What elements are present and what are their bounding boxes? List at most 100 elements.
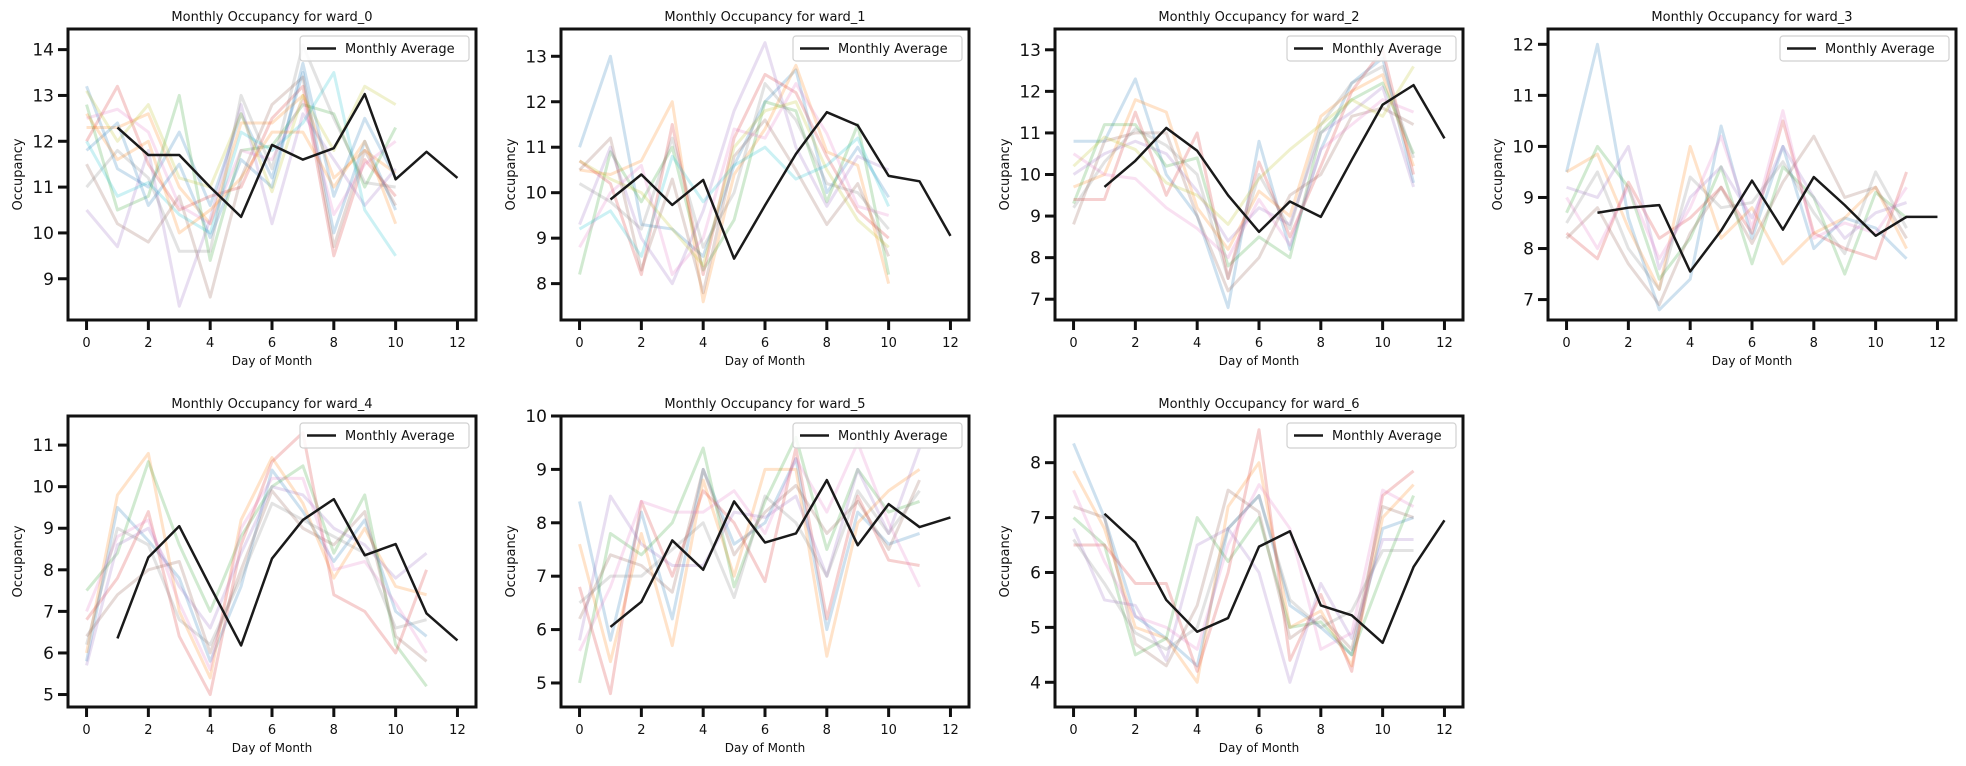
trace-line: [1565, 109, 1908, 261]
legend-label: Monthly Average: [345, 42, 455, 57]
legend-box: [1286, 422, 1457, 449]
trace-line: [85, 451, 427, 680]
y-tick-label: 9: [536, 229, 547, 249]
subplot-ward-5: Monthly Occupancy for ward_5 0 2 4 6 8 10 12 5 6 7…: [504, 397, 971, 755]
y-tick-label: 9: [536, 460, 547, 480]
trace-line: [85, 468, 428, 663]
x-tick-label: 8: [330, 723, 338, 738]
x-tick-label: 6: [761, 723, 769, 738]
subplot-ward-3: Monthly Occupancy for ward_3 0 2 4 6 8 10 12 7 8 9…: [1491, 10, 1958, 368]
trace-line: [578, 446, 920, 696]
y-tick-label: 9: [43, 270, 54, 290]
x-tick-label: 6: [1255, 336, 1263, 351]
trace-line: [578, 72, 890, 277]
x-tick-label: 0: [1069, 723, 1077, 738]
trace-line: [578, 467, 921, 620]
legend-label: Monthly Average: [1332, 42, 1442, 57]
x-tick-label: 0: [575, 723, 583, 738]
x-axis-label: Day of Month: [725, 354, 806, 368]
x-tick-label: 12: [1436, 336, 1453, 351]
x-tick-label: 8: [823, 723, 831, 738]
x-tick-label: 12: [1929, 336, 1946, 351]
x-tick-label: 10: [1867, 336, 1884, 351]
traces-group: [1565, 42, 1938, 312]
average-line: [1597, 175, 1938, 273]
trace-line: [578, 82, 890, 277]
legend: Monthly Average: [792, 35, 963, 62]
trace-line: [1072, 85, 1415, 243]
x-tick-label: 6: [268, 723, 276, 738]
trace-line: [1072, 64, 1415, 280]
y-tick-label: 13: [1019, 41, 1041, 61]
y-tick-label: 5: [43, 686, 54, 706]
legend: Monthly Average: [1286, 35, 1457, 62]
trace-line: [578, 100, 891, 275]
trace-line: [1072, 494, 1414, 651]
traces-group: [578, 435, 951, 696]
y-tick-label: 10: [525, 407, 547, 427]
y-tick-label: 11: [1512, 86, 1534, 106]
x-tick-label: 6: [1748, 336, 1756, 351]
trace-line: [85, 103, 397, 308]
x-tick-label: 10: [1374, 723, 1391, 738]
y-tick-label: 13: [32, 86, 54, 106]
y-tick-label: 4: [1030, 673, 1041, 693]
subplot-ward-2: Monthly Occupancy for ward_2 0 2 4 6 8 10 12 7 8 9…: [998, 10, 1465, 368]
trace-line: [1073, 48, 1416, 280]
trace-line: [578, 100, 890, 267]
trace-line: [578, 136, 891, 258]
traces-group: [1072, 48, 1446, 310]
y-tick-label: 7: [43, 602, 54, 622]
x-tick-label: 2: [144, 336, 152, 351]
x-tick-label: 12: [449, 723, 466, 738]
trace-line: [85, 75, 397, 299]
trace-line: [1072, 461, 1415, 684]
y-axis-label: Occupancy: [998, 525, 1013, 597]
legend-label: Monthly Average: [1332, 429, 1442, 444]
y-tick-label: 6: [536, 621, 547, 641]
y-tick-label: 9: [1523, 188, 1534, 208]
x-tick-label: 0: [1069, 336, 1077, 351]
x-tick-label: 8: [1317, 336, 1325, 351]
trace-line: [1565, 144, 1908, 281]
x-tick-label: 4: [206, 723, 214, 738]
x-tick-label: 2: [1131, 336, 1139, 351]
y-tick-label: 12: [1019, 82, 1041, 102]
x-tick-label: 12: [449, 336, 466, 351]
x-axis-label: Day of Month: [1219, 354, 1300, 368]
y-axis-label: Occupancy: [11, 138, 26, 210]
x-tick-label: 8: [1317, 723, 1325, 738]
subplot-title: Monthly Occupancy for ward_0: [171, 10, 372, 25]
x-tick-label: 4: [1193, 723, 1201, 738]
average-line: [116, 497, 459, 647]
x-tick-label: 8: [330, 336, 338, 351]
legend: Monthly Average: [1286, 422, 1457, 449]
y-tick-label: 5: [1030, 618, 1041, 638]
average-line: [609, 110, 952, 260]
trace-line: [578, 82, 890, 249]
trace-line: [1072, 483, 1415, 651]
x-tick-label: 0: [82, 336, 90, 351]
y-axis-label: Occupancy: [504, 138, 519, 210]
legend-box: [299, 422, 470, 449]
y-tick-label: 10: [1019, 166, 1041, 186]
y-tick-label: 7: [1030, 290, 1041, 310]
legend: Monthly Average: [1779, 35, 1950, 62]
trace-line: [85, 43, 396, 253]
trace-line: [85, 84, 397, 258]
trace-line: [1072, 81, 1415, 268]
trace-line: [86, 93, 397, 226]
traces-group: [85, 431, 459, 697]
trace-line: [86, 98, 397, 226]
x-tick-label: 2: [144, 723, 152, 738]
x-tick-label: 10: [387, 723, 404, 738]
y-tick-label: 8: [43, 561, 54, 581]
legend-label: Monthly Average: [838, 429, 948, 444]
legend-label: Monthly Average: [838, 42, 948, 57]
legend-label: Monthly Average: [345, 429, 455, 444]
average-line: [1103, 512, 1446, 645]
y-tick-label: 7: [1523, 291, 1534, 311]
traces-group: [85, 43, 459, 308]
x-tick-label: 12: [942, 336, 959, 351]
